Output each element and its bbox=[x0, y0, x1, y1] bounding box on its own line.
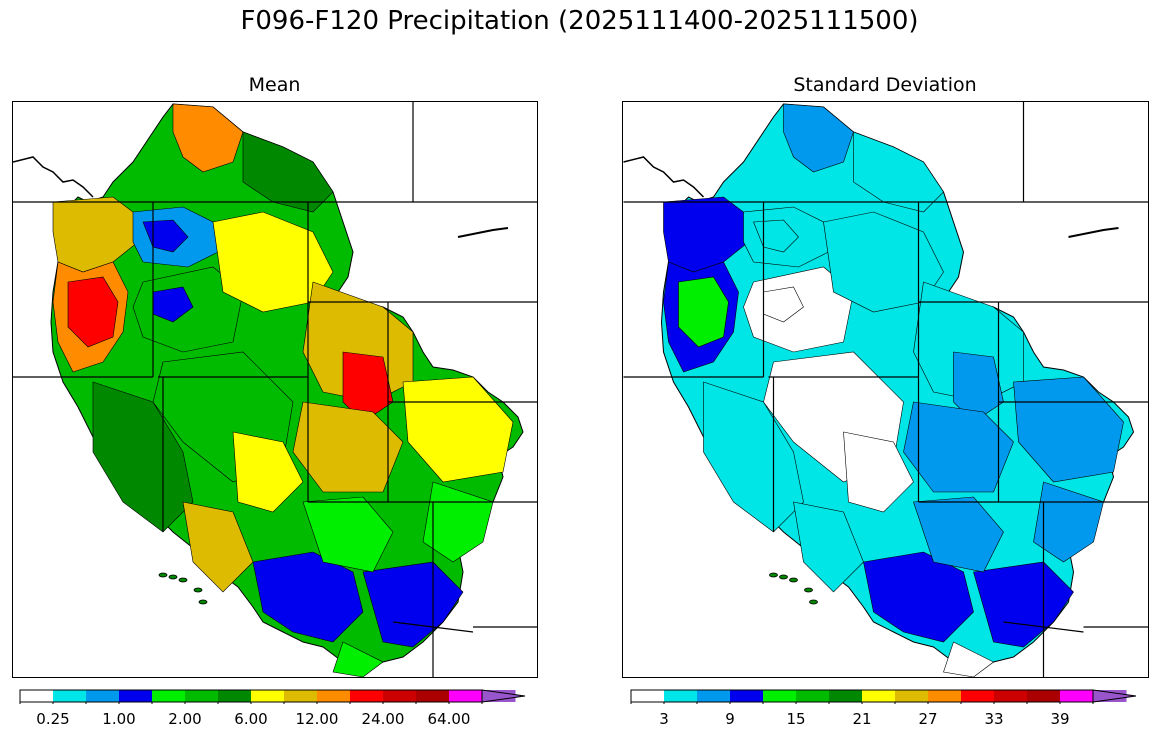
stddev-region-arizona-central bbox=[863, 551, 974, 643]
colorbar-swatch bbox=[284, 690, 318, 702]
colorbar-tick-label: 6.00 bbox=[234, 710, 268, 728]
mean-region-mexico-border bbox=[332, 641, 384, 677]
mean-panel-title: Mean bbox=[248, 74, 301, 96]
mean-region-oregon-coast-peak bbox=[67, 276, 119, 348]
stddev-lake bbox=[1068, 227, 1119, 238]
mean-island bbox=[168, 574, 178, 580]
colorbar-swatch bbox=[86, 690, 120, 702]
colorbar-swatch bbox=[631, 690, 665, 702]
mean-island bbox=[193, 587, 203, 593]
stddev-map-canvas bbox=[623, 102, 1148, 677]
mean-region-california-north bbox=[92, 381, 194, 533]
colorbar-swatch bbox=[862, 690, 896, 702]
colorbar-swatch bbox=[796, 690, 830, 702]
stddev-region-california-north bbox=[703, 381, 804, 533]
stddev-colorbar-svg bbox=[630, 689, 1137, 705]
mean-coastline bbox=[13, 156, 94, 198]
stddev-region-utah-south bbox=[903, 401, 1014, 493]
mean-region-utah-south bbox=[292, 401, 404, 493]
colorbar-swatch bbox=[416, 690, 450, 702]
colorbar-swatch bbox=[185, 690, 219, 702]
mean-region-colorado-peak bbox=[342, 351, 394, 423]
mean-lake bbox=[457, 227, 509, 238]
stddev-island bbox=[769, 572, 778, 578]
mean-region-canada-south bbox=[172, 103, 244, 173]
stddev-colorbar bbox=[629, 688, 1144, 705]
mean-region-arizona-north bbox=[302, 496, 394, 573]
stddev-region-colorado-east bbox=[1013, 376, 1124, 483]
colorbar-tick-label: 9 bbox=[725, 710, 735, 728]
mean-colorbar bbox=[18, 688, 533, 705]
colorbar-tick-label: 2.00 bbox=[168, 710, 202, 728]
colorbar-swatch bbox=[961, 690, 995, 702]
stddev-region-washington-core bbox=[753, 219, 799, 253]
mean-island bbox=[158, 572, 168, 578]
colorbar-swatch bbox=[449, 690, 483, 702]
colorbar-swatch bbox=[383, 690, 417, 702]
colorbar-tick-label: 12.00 bbox=[295, 710, 339, 728]
colorbar-swatch bbox=[251, 690, 285, 702]
colorbar-tick-label: 24.00 bbox=[361, 710, 405, 728]
stddev-region-canada-south bbox=[783, 103, 854, 173]
colorbar-swatch bbox=[928, 690, 962, 702]
colorbar-tick-label: 27 bbox=[918, 710, 938, 728]
mean-region-washington-core bbox=[142, 219, 189, 253]
stddev-coastline bbox=[623, 156, 705, 198]
stddev-region-mexico-border bbox=[943, 641, 995, 677]
stddev-island bbox=[789, 577, 798, 583]
stddev-panel-title: Standard Deviation bbox=[793, 74, 977, 96]
mean-map-canvas bbox=[13, 102, 537, 677]
colorbar-tick-label: 21 bbox=[852, 710, 872, 728]
colorbar-swatch bbox=[895, 690, 929, 702]
colorbar-tick-label: 1.00 bbox=[102, 710, 136, 728]
stddev-map bbox=[622, 101, 1149, 678]
colorbar-tick-label: 64.00 bbox=[427, 710, 471, 728]
stddev-region-colorado-peak bbox=[953, 351, 1004, 423]
colorbar-tick-label: 3 bbox=[659, 710, 669, 728]
colorbar-tick-label: 15 bbox=[786, 710, 806, 728]
stddev-region-oregon-coast-peak bbox=[678, 276, 729, 348]
stddev-island bbox=[809, 599, 818, 605]
stddev-region-arizona-north bbox=[913, 496, 1004, 573]
colorbar-swatch bbox=[763, 690, 797, 702]
colorbar-swatch bbox=[829, 690, 863, 702]
colorbar-swatch bbox=[994, 690, 1028, 702]
colorbar-swatch bbox=[20, 690, 54, 702]
colorbar-swatch bbox=[218, 690, 252, 702]
mean-region-colorado-east bbox=[402, 376, 514, 483]
colorbar-swatch bbox=[350, 690, 384, 702]
colorbar-swatch bbox=[664, 690, 698, 702]
colorbar-swatch bbox=[697, 690, 731, 702]
colorbar-swatch bbox=[119, 690, 153, 702]
colorbar-tick-label: 33 bbox=[984, 710, 1004, 728]
mean-state-boundary bbox=[392, 621, 474, 633]
mean-region-arizona-central bbox=[252, 551, 364, 643]
colorbar-swatch bbox=[1060, 690, 1094, 702]
mean-island bbox=[198, 599, 208, 605]
mean-region-nevada-south bbox=[232, 431, 304, 513]
colorbar-swatch bbox=[1027, 690, 1061, 702]
mean-region-sierra bbox=[182, 501, 254, 593]
stddev-state-boundary bbox=[1003, 621, 1084, 633]
mean-colorbar-svg bbox=[19, 689, 526, 705]
figure-title: F096-F120 Precipitation (2025111400-2025… bbox=[240, 6, 919, 36]
mean-island bbox=[178, 577, 188, 583]
colorbar-swatch bbox=[53, 690, 87, 702]
stddev-island bbox=[804, 587, 813, 593]
colorbar-tick-label: 0.25 bbox=[36, 710, 70, 728]
colorbar-tick-label: 39 bbox=[1050, 710, 1070, 728]
colorbar-swatch bbox=[152, 690, 186, 702]
mean-map bbox=[12, 101, 538, 678]
colorbar-swatch bbox=[317, 690, 351, 702]
colorbar-swatch bbox=[730, 690, 764, 702]
stddev-region-sierra bbox=[793, 501, 864, 593]
stddev-island bbox=[779, 574, 788, 580]
stddev-region-nevada-south bbox=[843, 431, 914, 513]
